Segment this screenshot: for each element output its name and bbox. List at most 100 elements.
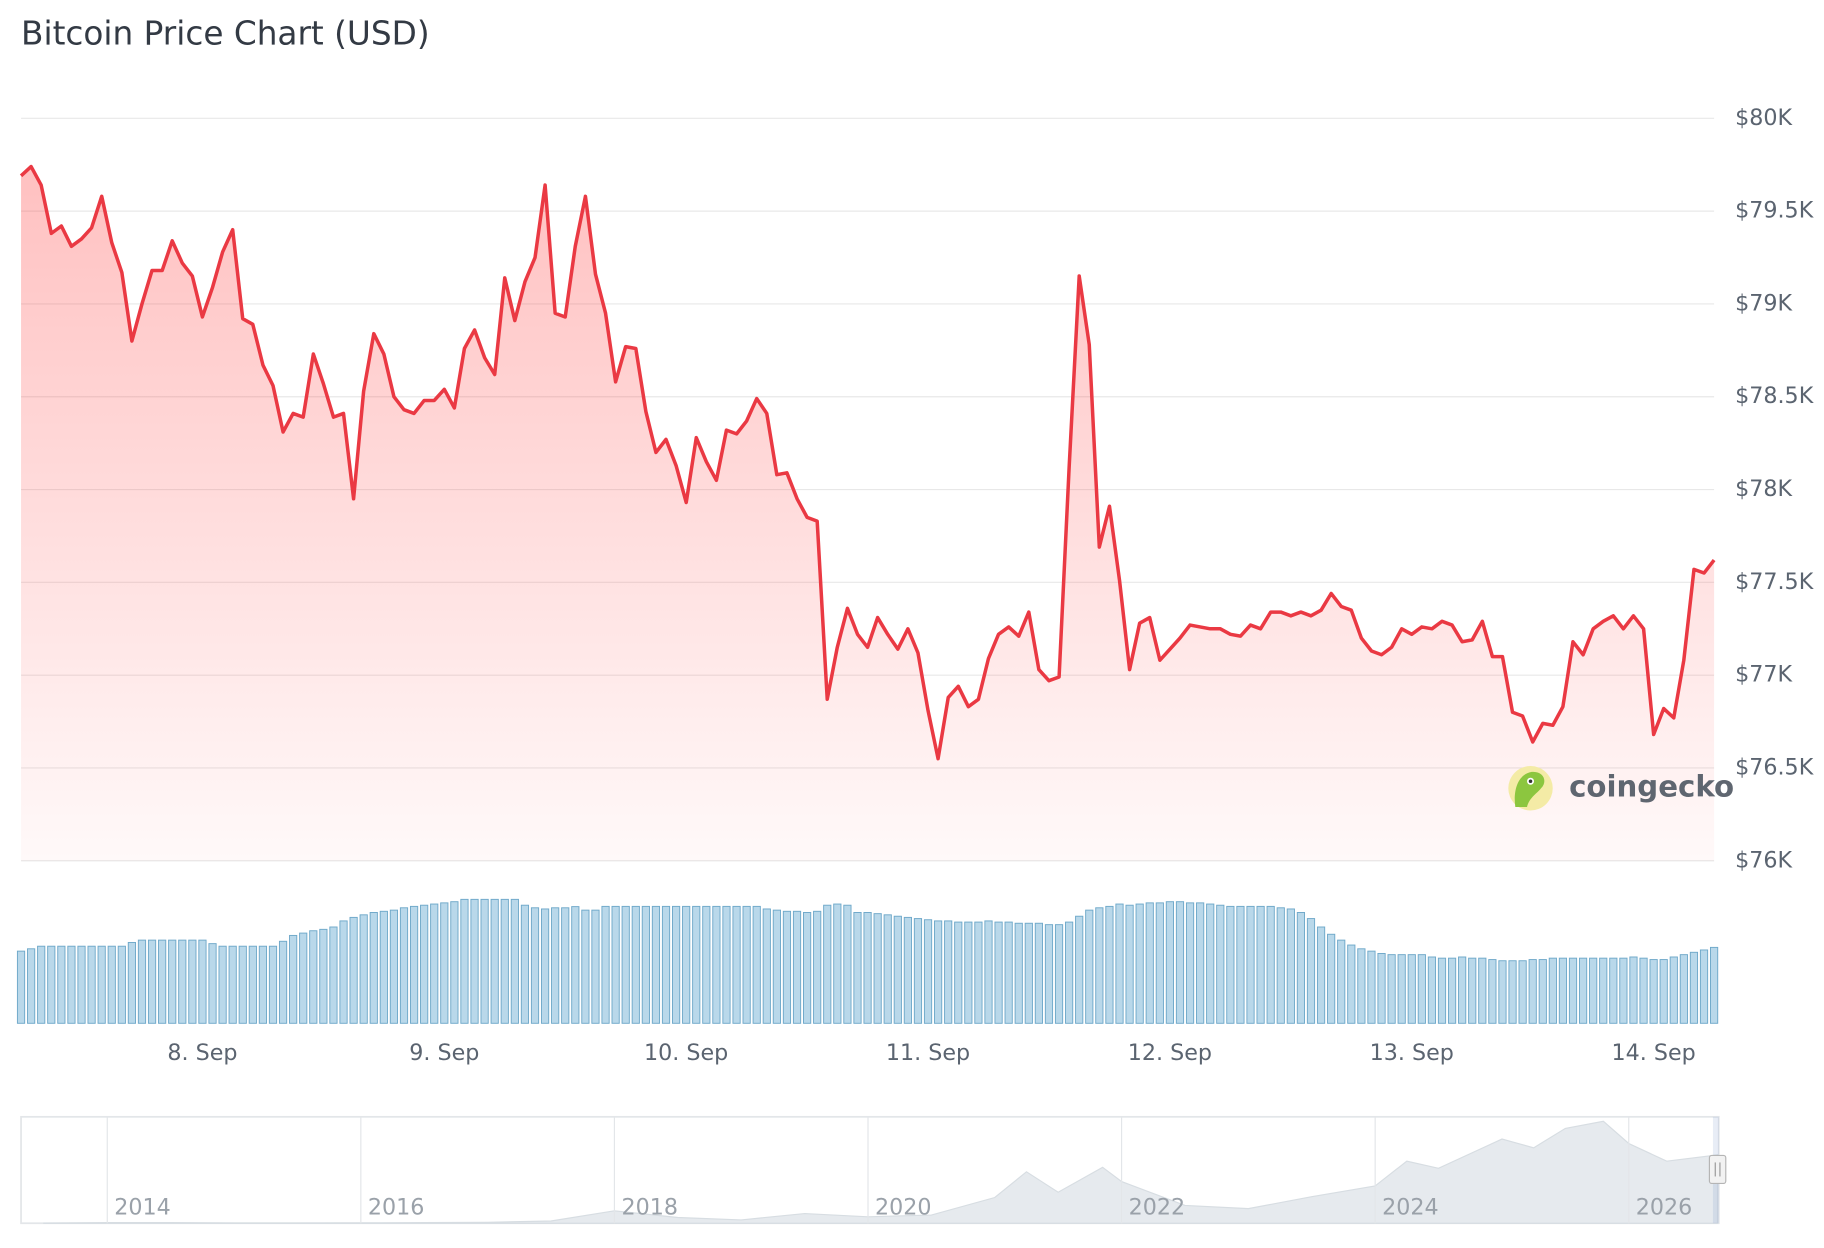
volume-bar	[470, 898, 479, 1024]
volume-bar	[47, 945, 56, 1024]
volume-bar	[339, 920, 348, 1024]
volume-bar	[934, 920, 943, 1024]
volume-bar	[1407, 954, 1416, 1024]
plot-area	[19, 164, 1716, 861]
volume-bar	[1135, 903, 1144, 1024]
volume-bar	[198, 939, 207, 1024]
volume-bar	[1679, 954, 1688, 1024]
volume-bar	[208, 943, 217, 1024]
volume-bar	[1236, 905, 1245, 1024]
y-tick-label: $78.5K	[1735, 383, 1815, 409]
volume-bar	[1155, 902, 1164, 1024]
volume-bar	[349, 916, 358, 1024]
volume-bar	[954, 921, 963, 1024]
x-tick-label: 9. Sep	[409, 1040, 479, 1066]
volume-bar	[490, 898, 499, 1024]
navigator-tick-label: 2026	[1636, 1195, 1693, 1221]
volume-bar	[601, 905, 610, 1024]
y-tick-label: $80K	[1735, 105, 1793, 131]
volume-bar	[1629, 956, 1638, 1024]
volume-bar	[994, 921, 1003, 1024]
volume-bar	[883, 914, 892, 1024]
y-tick-label: $79K	[1735, 290, 1793, 316]
navigator-tick-label: 2020	[875, 1195, 932, 1221]
y-tick-label: $79.5K	[1735, 198, 1815, 224]
volume-bar	[540, 908, 550, 1024]
volume-bar	[87, 945, 96, 1024]
volume-bar	[702, 905, 711, 1024]
volume-bar	[1558, 957, 1568, 1024]
volume-bar	[792, 910, 802, 1024]
volume-bar	[1054, 924, 1064, 1024]
volume-bar	[430, 903, 439, 1024]
volume-bar	[742, 905, 751, 1024]
volume-bar	[379, 910, 388, 1024]
x-tick-label: 13. Sep	[1370, 1040, 1454, 1066]
volume-bar	[1578, 957, 1588, 1024]
volume-bar	[1337, 939, 1346, 1024]
volume-bar	[268, 945, 278, 1024]
volume-bar	[1508, 960, 1517, 1024]
volume-bar	[1226, 905, 1235, 1024]
volume-bar	[27, 948, 36, 1024]
volume-bar	[1075, 915, 1084, 1024]
volume-bar	[974, 921, 983, 1024]
volume-bar	[147, 939, 157, 1024]
volume-bar	[57, 945, 66, 1024]
volume-bar	[460, 898, 469, 1024]
volume-bar	[1014, 922, 1023, 1024]
volume-bar	[520, 904, 530, 1024]
y-tick-label: $77K	[1735, 662, 1793, 688]
volume-bar	[1538, 959, 1547, 1024]
volume-bar	[1609, 957, 1618, 1024]
volume-bar	[1458, 956, 1467, 1024]
volume-bar	[168, 939, 177, 1024]
watermark-logo	[1508, 766, 1553, 811]
volume-bar	[1296, 912, 1306, 1024]
volume-bar	[389, 909, 399, 1024]
volume-bar	[1044, 924, 1054, 1024]
volume-bar	[1256, 905, 1265, 1024]
volume-bar	[1417, 954, 1426, 1024]
volume-bar	[1447, 957, 1457, 1024]
volume-bar	[762, 908, 771, 1024]
volume-bar	[248, 945, 257, 1024]
volume-bar	[409, 905, 419, 1024]
volume-bar	[611, 905, 620, 1024]
volume-bar	[258, 945, 268, 1024]
y-tick-label: $77.5K	[1735, 569, 1815, 595]
x-tick-label: 11. Sep	[886, 1040, 970, 1066]
volume-bar	[1246, 905, 1255, 1024]
volume-bar	[853, 912, 862, 1024]
volume-bar	[77, 945, 86, 1024]
chart-title: Bitcoin Price Chart (USD)	[21, 14, 430, 52]
volume-bar	[1367, 950, 1376, 1024]
navigator-tick-label: 2024	[1382, 1195, 1439, 1221]
volume-bar	[863, 912, 872, 1024]
volume-bar	[1004, 921, 1013, 1024]
volume-bar	[561, 907, 570, 1024]
volume-bar	[299, 932, 308, 1024]
volume-bar	[1669, 956, 1678, 1024]
volume-bar	[1085, 909, 1094, 1024]
logo-pupil	[1528, 779, 1533, 784]
volume-bar	[137, 939, 147, 1024]
volume-bar	[1095, 907, 1104, 1024]
volume-bar	[1286, 908, 1295, 1024]
volume-bar	[188, 939, 197, 1024]
navigator-tick-label: 2022	[1129, 1195, 1186, 1221]
x-tick-label: 14. Sep	[1612, 1040, 1696, 1066]
volume-bar	[732, 905, 741, 1024]
volume-bar	[661, 905, 671, 1024]
volume-bar	[1518, 960, 1527, 1024]
volume-bar	[127, 941, 136, 1024]
volume-bar	[1649, 959, 1658, 1024]
volume-bar	[369, 912, 378, 1024]
y-tick-label: $76K	[1735, 847, 1793, 873]
volume-bar	[1065, 921, 1074, 1024]
watermark: coingecko	[1569, 769, 1734, 803]
volume-bar	[903, 916, 912, 1024]
volume-bar	[1568, 957, 1578, 1024]
volume-bar	[530, 907, 540, 1024]
